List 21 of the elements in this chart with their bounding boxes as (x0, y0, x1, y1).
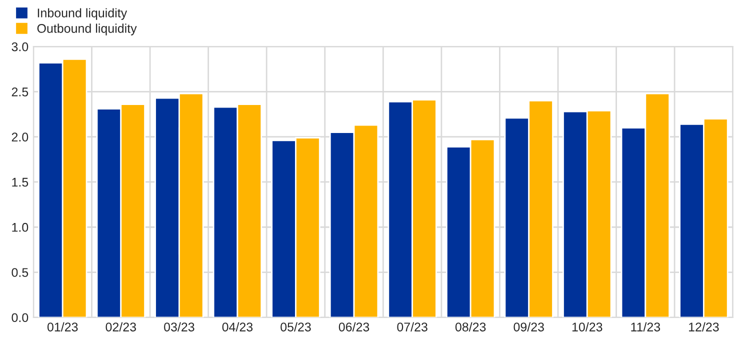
x-tick-label: 01/23 (47, 322, 78, 332)
x-tick-label: 03/23 (164, 322, 194, 332)
x-tick-label: 06/23 (338, 322, 370, 332)
y-tick-label: 2.5 (12, 88, 28, 96)
y-tick-label: 1.0 (12, 222, 28, 232)
y-tick-label: 0.0 (12, 313, 28, 322)
legend-label: Inbound liquidity (38, 8, 128, 20)
x-tick-label: 07/23 (397, 322, 428, 332)
x-tick-label: 11/23 (631, 322, 660, 332)
y-tick-label: 2.0 (12, 132, 28, 142)
x-tick-label: 09/23 (514, 322, 544, 332)
y-tick-label: 3.0 (12, 42, 28, 52)
x-tick-label: 05/23 (280, 322, 311, 332)
legend-label: Outbound liquidity (37, 24, 137, 36)
x-tick-label: 10/23 (572, 322, 602, 332)
x-tick-label: 12/23 (689, 322, 719, 332)
x-tick-label: 08/23 (455, 322, 486, 332)
y-tick-label: 1.5 (12, 178, 28, 187)
y-tick-label: 0.5 (12, 268, 28, 277)
x-tick-label: 02/23 (106, 322, 136, 332)
x-tick-label: 04/23 (222, 322, 253, 332)
